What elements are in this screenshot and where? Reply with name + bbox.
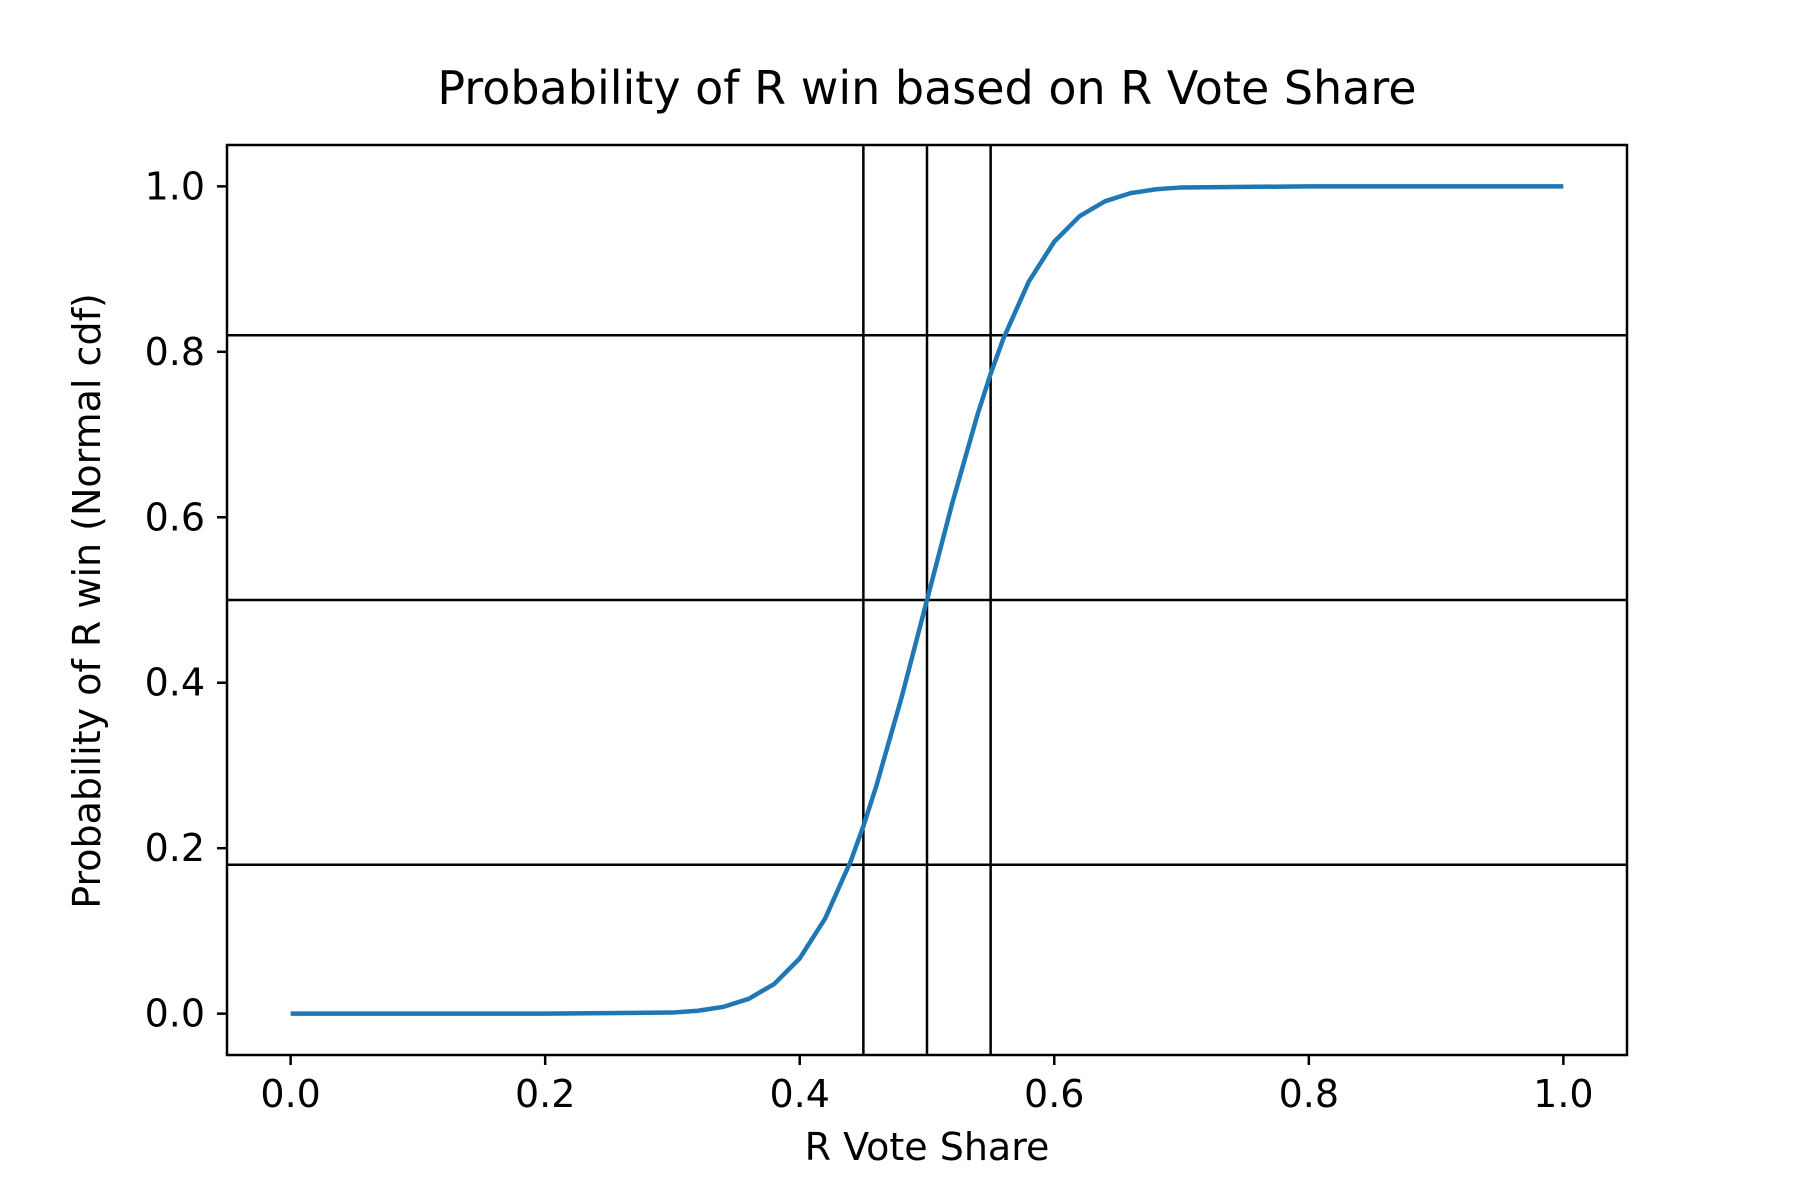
x-tick-label: 1.0 bbox=[1533, 1072, 1593, 1116]
x-tick-label: 0.6 bbox=[1024, 1072, 1084, 1116]
x-axis-label: R Vote Share bbox=[805, 1125, 1050, 1169]
y-tick-label: 0.2 bbox=[145, 826, 205, 870]
y-tick-label: 1.0 bbox=[145, 164, 205, 208]
x-tick-label: 0.8 bbox=[1279, 1072, 1339, 1116]
series-layer bbox=[290, 184, 1564, 1016]
x-tick-label: 0.0 bbox=[260, 1072, 320, 1116]
series-line bbox=[290, 184, 1564, 1016]
y-tick-label: 0.0 bbox=[145, 992, 205, 1036]
y-tick-label: 0.8 bbox=[145, 330, 205, 374]
y-tick-label: 0.4 bbox=[145, 661, 205, 705]
chart-title: Probability of R win based on R Vote Sha… bbox=[437, 61, 1416, 115]
x-axis-ticks: 0.0 0.2 0.4 0.6 0.8 1.0 bbox=[260, 1055, 1594, 1116]
y-axis-label: Probability of R win (Normal cdf) bbox=[65, 293, 109, 909]
x-tick-label: 0.2 bbox=[515, 1072, 575, 1116]
y-axis-ticks: 0.0 0.2 0.4 0.6 0.8 1.0 bbox=[145, 164, 227, 1036]
plot-frame bbox=[225, 143, 1629, 1057]
y-tick-label: 0.6 bbox=[145, 495, 205, 539]
x-tick-label: 0.4 bbox=[770, 1072, 830, 1116]
